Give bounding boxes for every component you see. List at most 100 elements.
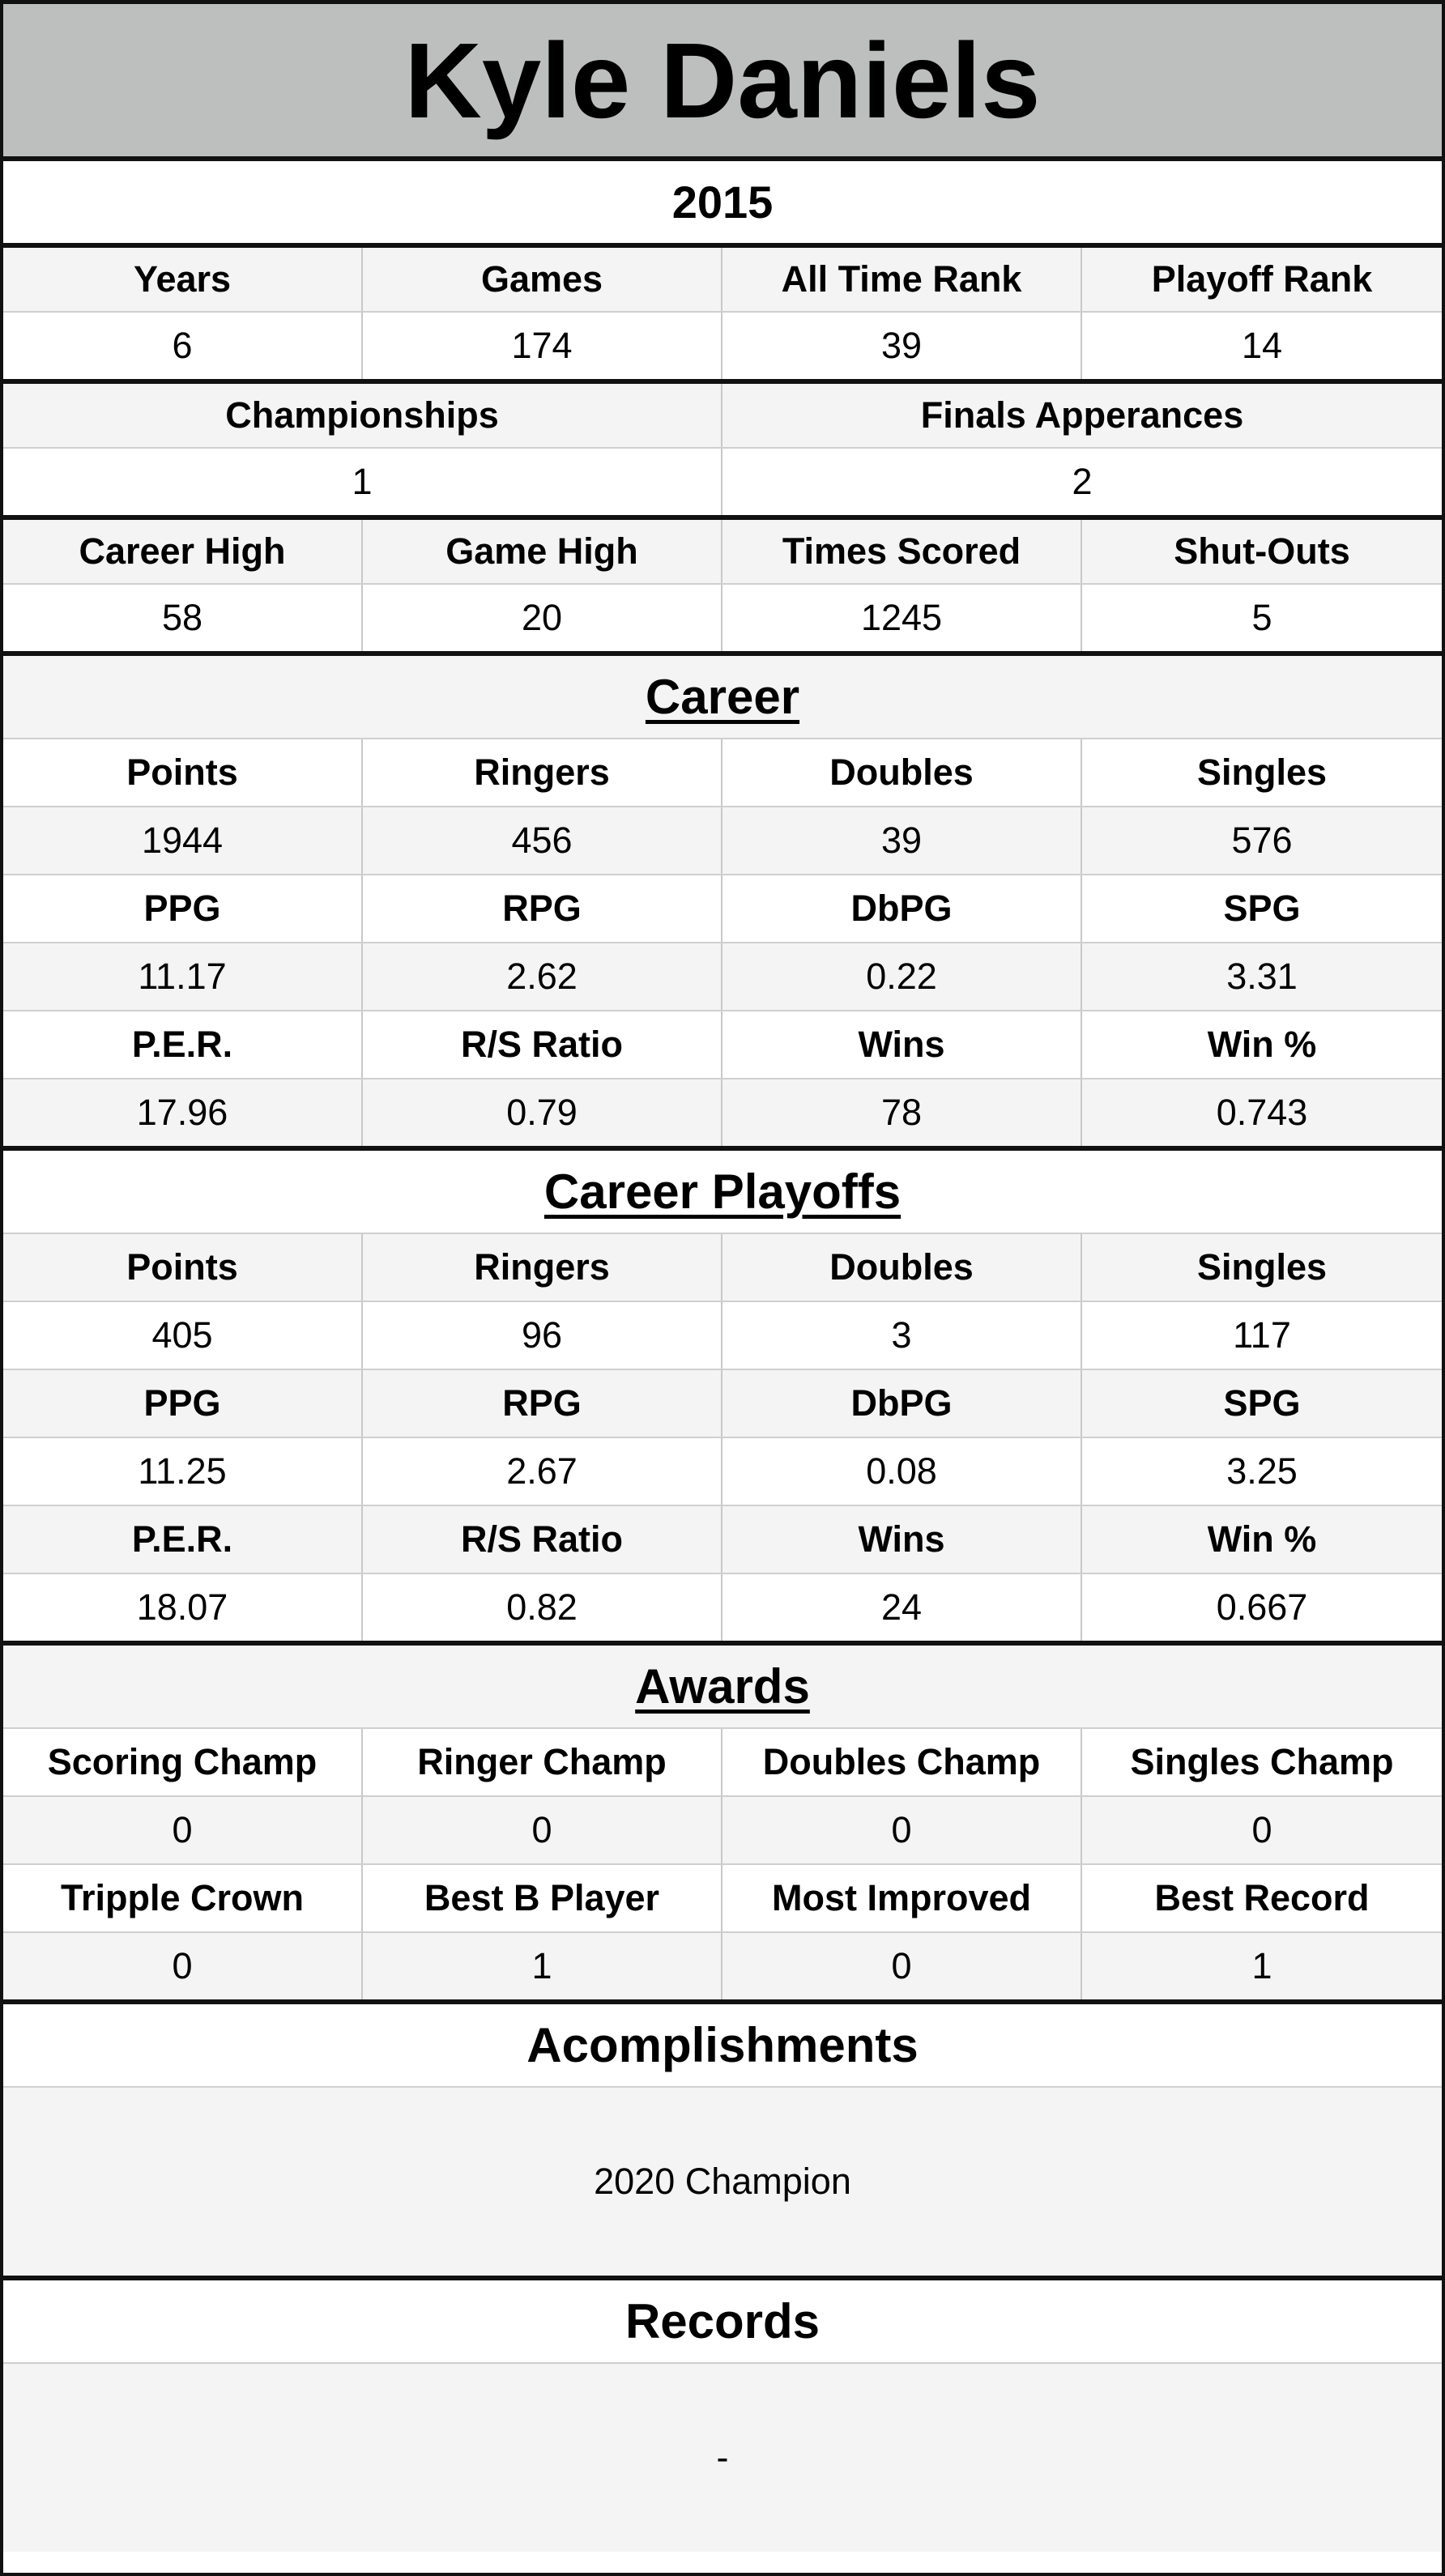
stat-value: 11.17	[3, 943, 363, 1010]
stat-value: 0	[363, 1797, 722, 1863]
stat-label: RPG	[363, 1370, 722, 1437]
stat-value: 0.79	[363, 1079, 722, 1146]
season-label: 2015	[671, 177, 774, 228]
career-header-row: P.E.R. R/S Ratio Wins Win %	[3, 1010, 1442, 1078]
stat-value: 0	[1251, 1809, 1272, 1850]
stat-value: 24	[722, 1574, 1082, 1641]
accomplishments-title: Acomplishments	[526, 2018, 919, 2072]
stat-value: 405	[3, 1302, 363, 1369]
stat-label: SPG	[1223, 1382, 1301, 1424]
stat-label: Wins	[722, 1011, 1082, 1078]
stat-value: 576	[1231, 820, 1293, 861]
stat-value: 1245	[722, 585, 1082, 651]
stat-label: SPG	[1223, 888, 1301, 929]
stat-label: DbPG	[722, 1370, 1082, 1437]
summary-header-row: Career High Game High Times Scored Shut-Out…	[3, 515, 1442, 583]
stat-value: 6	[3, 313, 363, 379]
stat-label: Ringers	[363, 739, 722, 806]
stat-label: Most Improved	[722, 1865, 1082, 1931]
stat-label: Finals Apperances	[920, 394, 1244, 436]
stat-label: Doubles	[722, 1234, 1082, 1301]
stat-label: Doubles Champ	[722, 1729, 1082, 1795]
stat-label: All Time Rank	[722, 248, 1082, 311]
stat-label: Shut-Outs	[1174, 530, 1350, 572]
awards-header-row: Scoring Champ Ringer Champ Doubles Champ Si…	[3, 1727, 1442, 1795]
stat-label: Singles Champ	[1130, 1741, 1394, 1782]
stat-label: Ringer Champ	[363, 1729, 722, 1795]
stat-value: 18.07	[3, 1574, 363, 1641]
summary-value-row: 6 174 39 14	[3, 311, 1442, 379]
stat-value: 0	[722, 1933, 1082, 1999]
stat-label: Years	[3, 248, 363, 311]
stat-value: 2	[1072, 461, 1093, 502]
playoffs-header-row: P.E.R. R/S Ratio Wins Win %	[3, 1505, 1442, 1573]
stat-label: Ringers	[363, 1234, 722, 1301]
stat-label: Tripple Crown	[3, 1865, 363, 1931]
stat-label: Win %	[1207, 1518, 1317, 1560]
stat-label: Championships	[3, 384, 722, 447]
stat-value: 1944	[3, 807, 363, 874]
stat-value: 3	[722, 1302, 1082, 1369]
stat-value: 5	[1251, 597, 1272, 638]
playoffs-value-row: 18.07 0.82 24 0.667	[3, 1573, 1442, 1641]
playoffs-value-row: 11.25 2.67 0.08 3.25	[3, 1437, 1442, 1505]
records-text: -	[716, 2437, 729, 2478]
career-value-row: 1944 456 39 576	[3, 806, 1442, 874]
stat-label: Game High	[363, 520, 722, 583]
stat-value: 1	[3, 449, 722, 515]
stat-value: 58	[3, 585, 363, 651]
career-header-row: Points Ringers Doubles Singles	[3, 738, 1442, 806]
stat-label: PPG	[3, 1370, 363, 1437]
stat-label: Career High	[3, 520, 363, 583]
stat-value: 11.25	[3, 1438, 363, 1505]
stat-value: 117	[1233, 1314, 1291, 1356]
stat-label: Games	[363, 248, 722, 311]
stat-label: Singles	[1196, 752, 1328, 793]
stat-label: R/S Ratio	[363, 1506, 722, 1573]
playoffs-title-row: Career Playoffs	[3, 1146, 1442, 1233]
stat-label: Times Scored	[722, 520, 1082, 583]
awards-title: Awards	[635, 1659, 810, 1714]
stat-value: 0	[722, 1797, 1082, 1863]
accomplishments-body-row: 2020 Champion	[3, 2086, 1442, 2276]
career-value-row: 17.96 0.79 78 0.743	[3, 1078, 1442, 1146]
stat-label: Points	[3, 739, 363, 806]
playoffs-value-row: 405 96 3 117	[3, 1301, 1442, 1369]
stat-label: Best Record	[1154, 1877, 1370, 1918]
career-value-row: 11.17 2.62 0.22 3.31	[3, 942, 1442, 1010]
stat-value: 0.08	[722, 1438, 1082, 1505]
stat-label: R/S Ratio	[363, 1011, 722, 1078]
stat-value: 78	[722, 1079, 1082, 1146]
summary-header-row: Championships Finals Apperances	[3, 379, 1442, 447]
stat-value: 14	[1241, 325, 1283, 366]
stat-label: Scoring Champ	[3, 1729, 363, 1795]
career-title: Career	[645, 670, 800, 724]
stat-value: 17.96	[3, 1079, 363, 1146]
stat-value: 174	[363, 313, 722, 379]
stat-label: Playoff Rank	[1151, 258, 1373, 300]
summary-value-row: 58 20 1245 5	[3, 583, 1442, 651]
summary-header-row: Years Games All Time Rank Playoff Rank	[3, 243, 1442, 311]
stat-value: 2.67	[363, 1438, 722, 1505]
stat-value: 0	[3, 1797, 363, 1863]
stat-label: P.E.R.	[3, 1506, 363, 1573]
stat-value: 1	[363, 1933, 722, 1999]
stat-label: Doubles	[722, 739, 1082, 806]
stat-label: Win %	[1207, 1024, 1317, 1065]
stat-value: 456	[363, 807, 722, 874]
player-name: Kyle Daniels	[3, 4, 1442, 156]
stat-value: 96	[363, 1302, 722, 1369]
title-row: Kyle Daniels	[3, 4, 1442, 156]
accomplishments-title-row: Acomplishments	[3, 1999, 1442, 2086]
career-title-row: Career	[3, 651, 1442, 738]
awards-header-row: Tripple Crown Best B Player Most Improved B…	[3, 1863, 1442, 1931]
records-title: Records	[624, 2294, 821, 2348]
stat-value: 3.31	[1226, 956, 1298, 997]
playoffs-header-row: PPG RPG DbPG SPG	[3, 1369, 1442, 1437]
career-header-row: PPG RPG DbPG SPG	[3, 874, 1442, 942]
stat-value: 39	[722, 313, 1082, 379]
